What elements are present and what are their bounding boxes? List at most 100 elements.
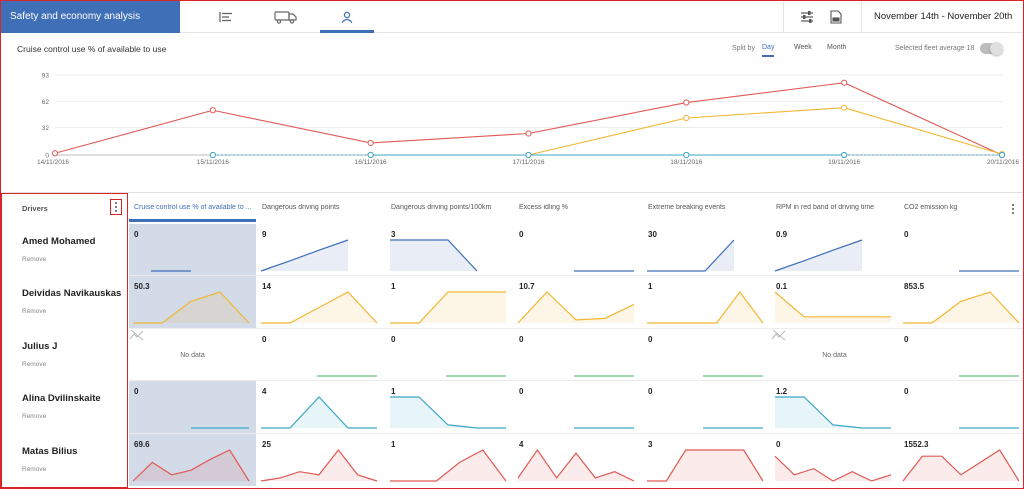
remove-driver-link[interactable]: Remove <box>22 466 47 473</box>
sparkline <box>774 291 891 323</box>
x-tick-label: 18/11/2016 <box>670 159 702 166</box>
split-day-button[interactable]: Day <box>762 44 775 57</box>
export-button[interactable] <box>822 1 850 33</box>
metric-cell[interactable]: No data <box>129 329 256 381</box>
sparkline <box>517 448 635 482</box>
metric-cell[interactable]: 0 <box>257 329 384 381</box>
sparkline-area <box>261 397 377 428</box>
column-header[interactable]: CO2 emission kg <box>904 204 958 211</box>
metric-cell[interactable]: 3 <box>386 224 513 276</box>
metric-cell[interactable]: 0 <box>129 381 256 433</box>
metric-cell[interactable]: 0 <box>129 224 256 276</box>
metric-cell[interactable]: 1.2 <box>771 381 898 433</box>
drivers-panel <box>1 193 128 488</box>
column-header[interactable]: Extreme breaking events <box>648 204 726 211</box>
column-header[interactable]: Dangerous driving points <box>262 204 340 211</box>
header-divider <box>783 1 784 33</box>
metric-value: 0 <box>904 230 909 239</box>
tab-drivers[interactable] <box>320 1 374 33</box>
metric-cell[interactable]: 0 <box>899 381 1024 433</box>
series-0-segment <box>370 132 529 144</box>
metric-cell[interactable]: 10.7 <box>514 276 641 328</box>
x-tick-label: 17/11/2016 <box>512 159 544 166</box>
series-0-segment <box>54 109 213 154</box>
sparkline-area <box>775 397 891 428</box>
column-header[interactable]: Dangerous driving points/100km <box>391 204 492 211</box>
split-month-button[interactable]: Month <box>827 44 847 51</box>
series-1-point <box>683 114 690 122</box>
sparkline <box>574 270 634 272</box>
metric-cell[interactable]: 0 <box>386 329 513 381</box>
metric-cell[interactable]: 0.9 <box>771 224 898 276</box>
metric-cell[interactable]: 0 <box>514 224 641 276</box>
columns-menu-button[interactable] <box>1010 202 1016 216</box>
remove-driver-link[interactable]: Remove <box>22 256 47 263</box>
metric-value: 10.7 <box>519 282 535 291</box>
metric-value: 3 <box>391 230 396 239</box>
fleet-average-toggle[interactable] <box>980 42 1003 55</box>
y-tick-label: 32 <box>42 125 50 132</box>
column-header[interactable]: Cruise control use % of available to ... <box>134 204 252 211</box>
date-range-picker[interactable]: November 14th - November 20th <box>874 11 1013 22</box>
metric-cell[interactable]: 69.6 <box>129 434 256 486</box>
metric-cell[interactable]: 0 <box>643 329 770 381</box>
active-column-indicator <box>129 219 256 222</box>
split-week-button[interactable]: Week <box>794 44 812 51</box>
metric-cell[interactable]: 1 <box>386 381 513 433</box>
tab-summary[interactable] <box>199 1 253 33</box>
metric-cell[interactable]: 1 <box>386 276 513 328</box>
metric-cell[interactable]: 50.3 <box>129 276 256 328</box>
metric-cell[interactable]: No data <box>771 329 898 381</box>
truck-icon <box>274 11 297 24</box>
metric-cell[interactable]: 0 <box>643 381 770 433</box>
metric-cell[interactable]: 853.5 <box>899 276 1024 328</box>
metric-cell[interactable]: 1 <box>386 434 513 486</box>
series-1-segment <box>686 107 845 119</box>
sparkline <box>317 375 377 377</box>
metric-cell[interactable]: 4 <box>514 434 641 486</box>
metric-cell[interactable]: 25 <box>257 434 384 486</box>
metric-cell[interactable]: 9 <box>257 224 384 276</box>
series-0-point <box>841 79 848 86</box>
tab-vehicles[interactable] <box>259 1 313 33</box>
metric-cell[interactable]: 30 <box>643 224 770 276</box>
column-header[interactable]: Excess idling % <box>519 204 569 211</box>
metric-cell[interactable]: 0.1 <box>771 276 898 328</box>
sparkline-area <box>647 292 763 323</box>
metric-cell[interactable]: 1 <box>643 276 770 328</box>
sparkline-area <box>133 292 249 323</box>
metric-cell[interactable]: 0 <box>514 329 641 381</box>
metric-cell[interactable]: 1552.3 <box>899 434 1024 486</box>
x-tick-label: 19/11/2016 <box>828 159 860 166</box>
metric-cell[interactable]: 14 <box>257 276 384 328</box>
metric-cell[interactable]: 0 <box>899 224 1024 276</box>
series-0-point <box>525 130 532 137</box>
sparkline-line <box>133 291 250 324</box>
sparkline-line <box>774 239 863 272</box>
remove-driver-link[interactable]: Remove <box>22 308 47 315</box>
metric-value: 0 <box>776 440 781 449</box>
filter-button[interactable] <box>793 1 821 33</box>
drivers-menu-button[interactable] <box>110 199 122 215</box>
no-chart-icon <box>771 329 786 341</box>
metric-value: 4 <box>262 387 267 396</box>
no-chart-icon <box>129 329 144 341</box>
column-header[interactable]: RPM in red band of driving time <box>776 204 875 211</box>
app-title: Safety and economy analysis <box>1 1 180 33</box>
metric-value: 1 <box>391 387 396 396</box>
driver-name: Amed Mohamed <box>22 236 96 247</box>
metric-cell[interactable]: 0 <box>514 381 641 433</box>
y-tick-label: 93 <box>42 73 50 80</box>
sparkline <box>959 427 1019 429</box>
metric-cell[interactable]: 4 <box>257 381 384 433</box>
metric-value: 853.5 <box>904 282 925 291</box>
remove-driver-link[interactable]: Remove <box>22 413 47 420</box>
metric-cell[interactable]: 0 <box>899 329 1024 381</box>
driver-name: Deividas Navikauskas <box>22 288 122 299</box>
remove-driver-link[interactable]: Remove <box>22 361 47 368</box>
metric-cell[interactable]: 0 <box>771 434 898 486</box>
metric-cell[interactable]: 3 <box>643 434 770 486</box>
metric-value: 50.3 <box>134 282 150 291</box>
driver-name: Matas Bilius <box>22 446 78 457</box>
sparkline-line <box>261 291 378 324</box>
